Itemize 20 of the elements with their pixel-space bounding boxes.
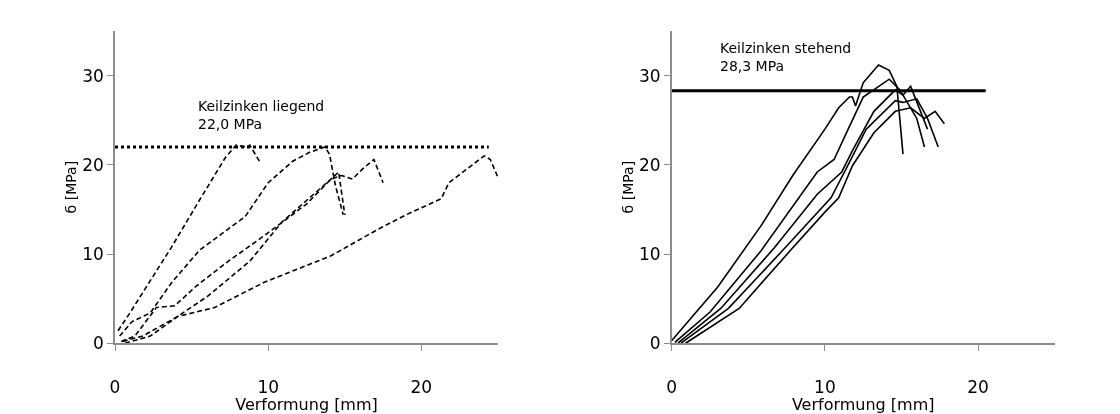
x-tick-label: 0 [666,377,678,398]
y-tick-label: 20 [82,154,104,175]
y-tick-label: 30 [638,65,661,86]
y-tick-label: 30 [82,65,104,86]
x-tick-label: 10 [257,377,280,398]
y-tick-label: 20 [638,154,661,175]
y-tick-label: 10 [82,243,104,264]
x-axis-title: Verformung [mm] [791,395,935,414]
annotation: Keilzinken liegend 22,0 MPa [198,98,325,133]
x-tick-label: 10 [814,377,836,398]
x-tick-label: 20 [410,377,433,398]
y-tick-label: 0 [649,333,661,354]
x-tick-label: 0 [109,377,121,398]
y-axis-title: б [MPa] [620,160,637,214]
y-tick-label: 0 [93,333,104,354]
x-axis-title: Verformung [mm] [235,395,378,414]
y-axis-title: б [MPa] [63,160,80,214]
annotation: Keilzinken stehend 28,3 MPa [720,40,852,75]
x-tick-label: 20 [967,377,989,398]
y-tick-label: 10 [638,243,661,264]
